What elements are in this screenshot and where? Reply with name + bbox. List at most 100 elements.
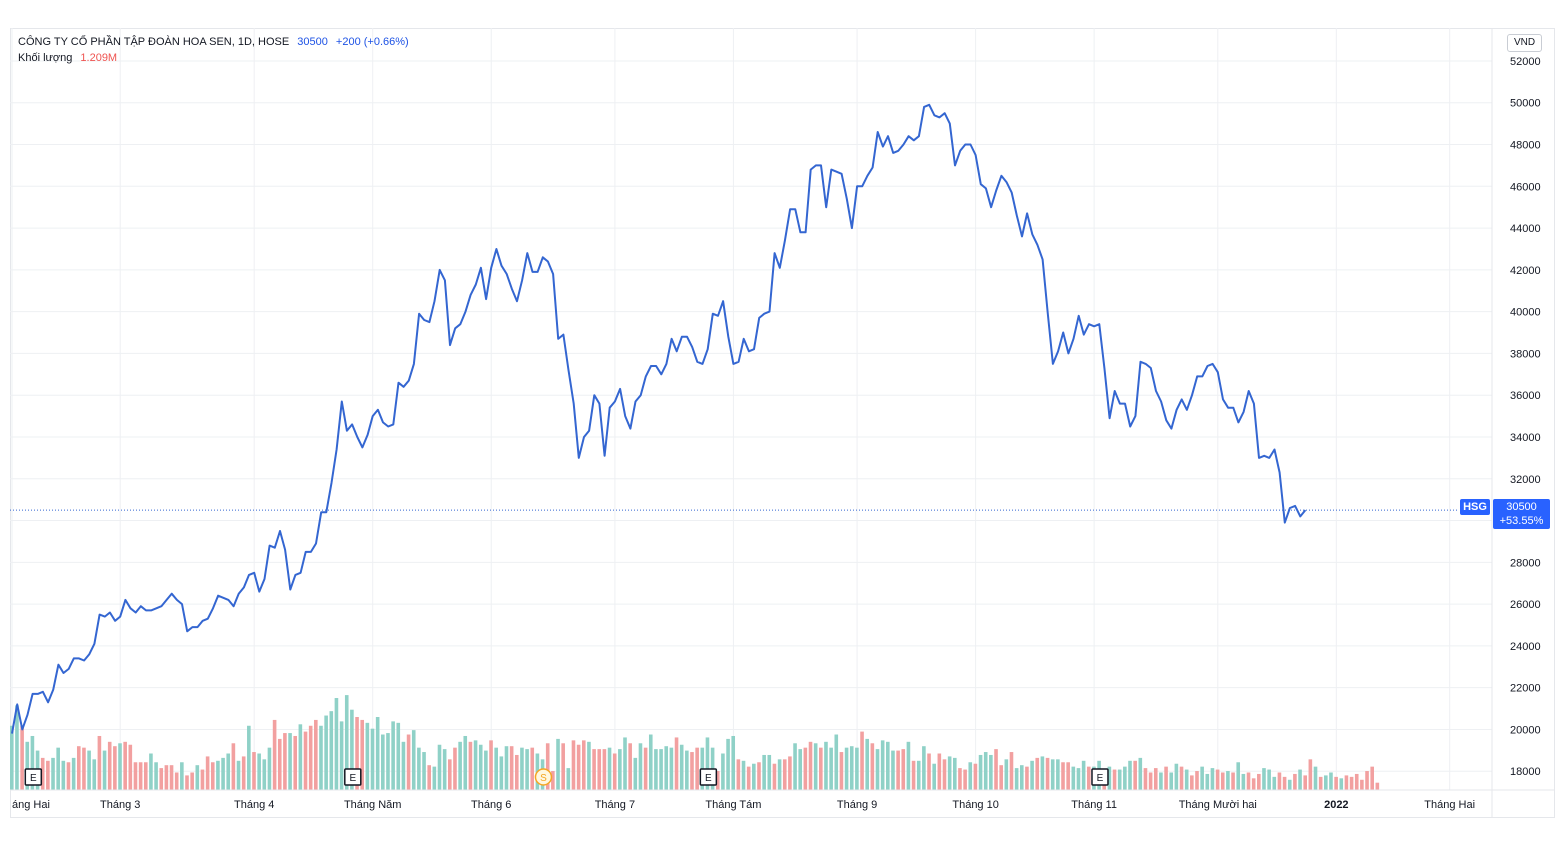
volume-bar <box>293 735 298 790</box>
volume-bar <box>417 747 421 790</box>
volume-bar <box>679 744 684 790</box>
volume-bar <box>56 747 60 790</box>
volume-bar <box>1303 775 1308 790</box>
volume-bar <box>180 762 184 790</box>
time-tick-label: Tháng Hai <box>1424 799 1475 811</box>
volume-bar <box>958 768 962 790</box>
volume-bar <box>1004 759 1009 790</box>
volume-layer <box>10 695 1380 790</box>
price-tick-label: 50000 <box>1510 98 1541 110</box>
volume-bar <box>396 722 401 790</box>
volume-bar <box>947 756 952 790</box>
volume-bar <box>484 750 488 790</box>
volume-bar <box>561 743 565 790</box>
volume-bar <box>350 709 354 790</box>
volume-bar <box>386 733 390 790</box>
volume-bar <box>757 762 761 790</box>
volume-bar <box>334 698 339 790</box>
volume-bar <box>143 762 148 790</box>
volume-bar <box>314 719 318 790</box>
volume-bar <box>880 740 885 790</box>
volume-bar <box>169 765 174 790</box>
earnings-marker-icon <box>1091 768 1109 786</box>
volume-bar <box>133 762 138 790</box>
volume-bar <box>659 749 663 790</box>
volume-bar <box>829 747 833 790</box>
volume-bar <box>1056 759 1060 790</box>
split-marker-label: S <box>540 773 547 784</box>
volume-bar <box>339 721 344 790</box>
volume-bar <box>458 741 462 790</box>
volume-bar <box>824 741 828 790</box>
volume-bar <box>1117 769 1122 790</box>
volume-bar <box>381 734 385 790</box>
volume-bar <box>138 762 143 790</box>
volume-bar <box>174 772 179 790</box>
currency-button[interactable]: VND <box>1507 34 1542 52</box>
volume-bar <box>607 747 612 790</box>
volume-bar <box>308 725 313 790</box>
volume-bar <box>839 752 844 790</box>
volume-bar <box>1215 769 1220 790</box>
volume-bar <box>1143 768 1148 790</box>
volume-bar <box>1267 769 1271 790</box>
volume-bar <box>432 766 437 790</box>
volume-bar <box>92 759 97 790</box>
time-tick-label: Tháng 11 <box>1071 799 1117 811</box>
volume-bar <box>1081 760 1086 790</box>
volume-bar <box>886 741 890 790</box>
volume-bar <box>1365 771 1369 790</box>
volume-bar <box>216 760 220 790</box>
volume-bar <box>1354 773 1359 790</box>
split-marker-icon <box>534 768 553 786</box>
volume-bar <box>1009 752 1014 790</box>
volume-bar <box>1298 769 1302 790</box>
volume-bar <box>1324 775 1328 790</box>
volume-bar <box>107 741 112 790</box>
volume-bar <box>623 737 627 790</box>
volume-bar <box>448 759 452 790</box>
time-tick-label: Tháng 4 <box>234 799 274 811</box>
volume-bar <box>669 747 674 790</box>
volume-bar <box>272 719 277 790</box>
volume-bar <box>978 754 983 790</box>
price-tick-label: 20000 <box>1510 724 1541 736</box>
volume-bar <box>989 754 993 790</box>
price-tick-label: 46000 <box>1510 181 1541 193</box>
volume-bar <box>478 744 483 790</box>
volume-bar <box>1174 763 1179 790</box>
volume-bar <box>473 740 478 790</box>
volume-bar <box>551 771 555 790</box>
volume-bar <box>602 749 607 790</box>
price-line-series <box>11 103 1307 734</box>
volume-bar <box>576 744 581 790</box>
volume-bar <box>782 759 787 790</box>
time-tick-label: Tháng 9 <box>837 799 877 811</box>
time-tick-label: Tháng 3 <box>100 799 140 811</box>
volume-bar <box>10 725 14 790</box>
volume-bar <box>963 769 967 790</box>
volume-bar <box>1329 772 1333 790</box>
volume-bar <box>1050 759 1055 790</box>
volume-bar <box>1210 768 1215 790</box>
volume-bar <box>411 730 416 790</box>
volume-bar <box>648 734 653 790</box>
volume-bar <box>983 752 988 790</box>
price-tick-label: 52000 <box>1510 56 1541 68</box>
volume-bar <box>1220 772 1225 790</box>
volume-bar <box>226 753 231 790</box>
volume-bar <box>1138 757 1143 790</box>
volume-bar <box>715 771 720 790</box>
volume-bar <box>973 763 978 790</box>
grid-layer <box>10 28 1492 790</box>
earnings-marker-icon <box>699 768 718 786</box>
volume-bar <box>999 765 1003 790</box>
volume-bar <box>1370 766 1374 790</box>
volume-bar <box>298 724 303 790</box>
volume-bar <box>1014 768 1019 790</box>
volume-bar <box>277 738 282 790</box>
volume-bar <box>1282 776 1287 790</box>
volume-bar <box>695 747 699 790</box>
volume-bar <box>1107 766 1112 790</box>
